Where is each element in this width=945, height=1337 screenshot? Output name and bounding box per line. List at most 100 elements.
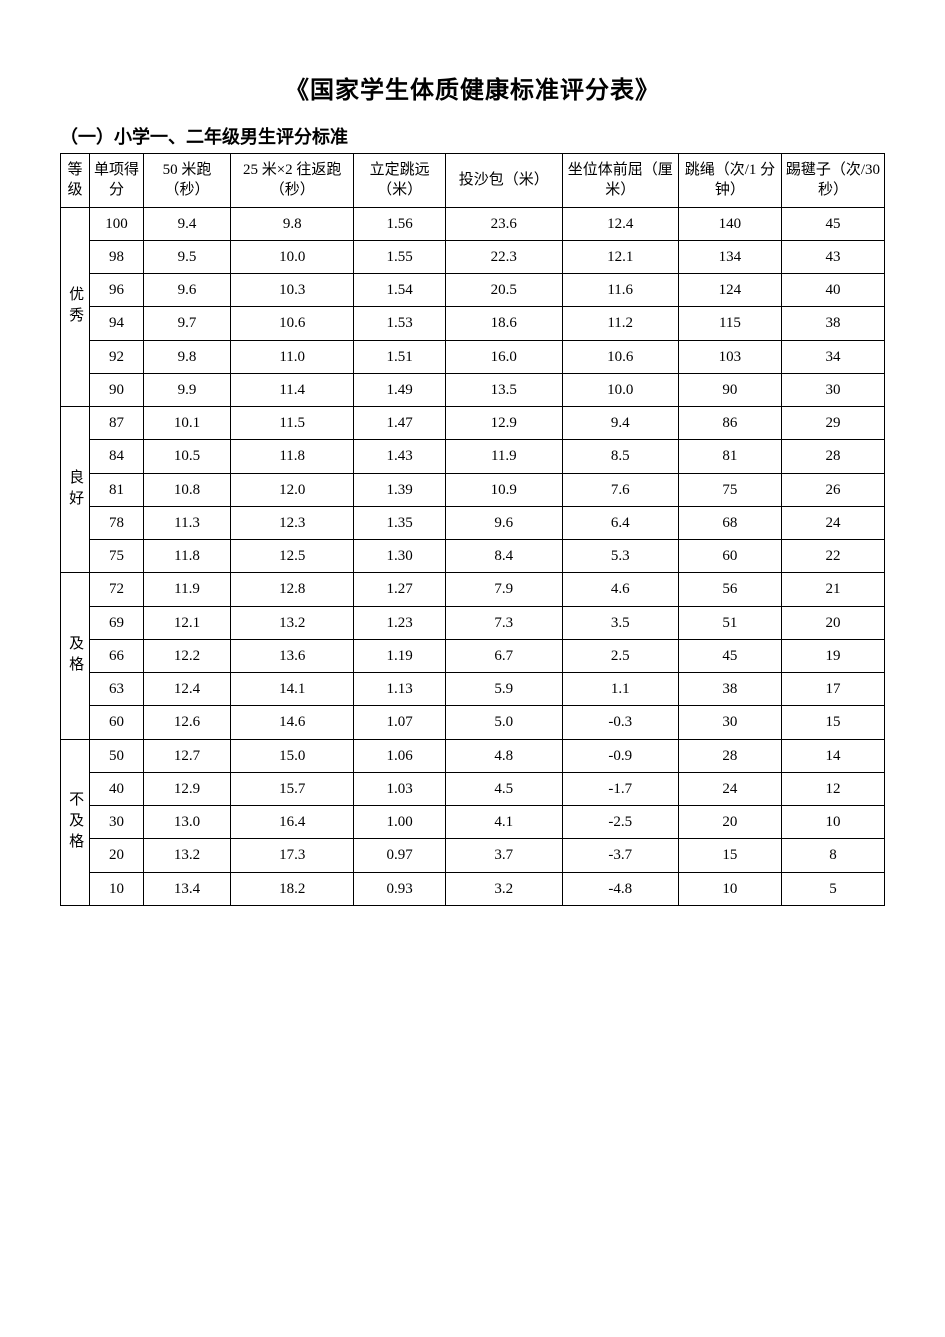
data-cell: 20 xyxy=(90,839,144,872)
col-25mx2-run: 25 米×2 往返跑（秒） xyxy=(231,154,354,208)
data-cell: 19 xyxy=(781,639,884,672)
col-sit-reach: 坐位体前屈（厘米） xyxy=(562,154,678,208)
data-cell: 10.6 xyxy=(562,340,678,373)
data-cell: 7.9 xyxy=(446,573,562,606)
page-title: 《国家学生体质健康标准评分表》 xyxy=(60,70,885,105)
data-cell: 12.2 xyxy=(143,639,230,672)
data-cell: 26 xyxy=(781,473,884,506)
data-cell: 1.06 xyxy=(354,739,446,772)
data-cell: 9.8 xyxy=(143,340,230,373)
data-cell: 34 xyxy=(781,340,884,373)
data-cell: 11.9 xyxy=(143,573,230,606)
data-cell: 2.5 xyxy=(562,639,678,672)
table-row: 929.811.01.5116.010.610334 xyxy=(61,340,885,373)
table-row: 7511.812.51.308.45.36022 xyxy=(61,540,885,573)
data-cell: 13.6 xyxy=(231,639,354,672)
data-cell: 0.97 xyxy=(354,839,446,872)
data-cell: 11.3 xyxy=(143,506,230,539)
data-cell: 92 xyxy=(90,340,144,373)
data-cell: 10.3 xyxy=(231,274,354,307)
data-cell: 10.0 xyxy=(231,240,354,273)
data-cell: 1.30 xyxy=(354,540,446,573)
data-cell: -1.7 xyxy=(562,772,678,805)
data-cell: -4.8 xyxy=(562,872,678,905)
data-cell: 1.35 xyxy=(354,506,446,539)
data-cell: 4.5 xyxy=(446,772,562,805)
data-cell: 10.6 xyxy=(231,307,354,340)
col-grade: 等级 xyxy=(61,154,90,208)
data-cell: 12.3 xyxy=(231,506,354,539)
data-cell: 12.4 xyxy=(143,673,230,706)
data-cell: 17.3 xyxy=(231,839,354,872)
data-cell: 11.5 xyxy=(231,407,354,440)
data-cell: 30 xyxy=(781,373,884,406)
data-cell: 38 xyxy=(781,307,884,340)
data-cell: 50 xyxy=(90,739,144,772)
data-cell: 11.9 xyxy=(446,440,562,473)
data-cell: 72 xyxy=(90,573,144,606)
table-row: 909.911.41.4913.510.09030 xyxy=(61,373,885,406)
data-cell: 134 xyxy=(678,240,781,273)
data-cell: 0.93 xyxy=(354,872,446,905)
data-cell: 12.6 xyxy=(143,706,230,739)
data-cell: 10.1 xyxy=(143,407,230,440)
data-cell: 1.49 xyxy=(354,373,446,406)
table-row: 2013.217.30.973.7-3.7158 xyxy=(61,839,885,872)
table-row: 989.510.01.5522.312.113443 xyxy=(61,240,885,273)
data-cell: 75 xyxy=(678,473,781,506)
data-cell: -3.7 xyxy=(562,839,678,872)
data-cell: 66 xyxy=(90,639,144,672)
table-row: 3013.016.41.004.1-2.52010 xyxy=(61,806,885,839)
grade-cell: 优秀 xyxy=(61,207,90,407)
data-cell: 15 xyxy=(678,839,781,872)
data-cell: 90 xyxy=(90,373,144,406)
data-cell: 4.1 xyxy=(446,806,562,839)
data-cell: 7.6 xyxy=(562,473,678,506)
data-cell: 24 xyxy=(678,772,781,805)
data-cell: 20 xyxy=(781,606,884,639)
data-cell: 1.39 xyxy=(354,473,446,506)
grade-cell: 良好 xyxy=(61,407,90,573)
data-cell: 13.5 xyxy=(446,373,562,406)
data-cell: 18.6 xyxy=(446,307,562,340)
data-cell: 140 xyxy=(678,207,781,240)
data-cell: 10.8 xyxy=(143,473,230,506)
data-cell: 15 xyxy=(781,706,884,739)
data-cell: 12.4 xyxy=(562,207,678,240)
data-cell: 6.7 xyxy=(446,639,562,672)
data-cell: 96 xyxy=(90,274,144,307)
data-cell: 18.2 xyxy=(231,872,354,905)
data-cell: 12 xyxy=(781,772,884,805)
data-cell: 60 xyxy=(90,706,144,739)
data-cell: 5.0 xyxy=(446,706,562,739)
data-cell: 11.0 xyxy=(231,340,354,373)
data-cell: 1.47 xyxy=(354,407,446,440)
scoring-table: 等级 单项得分 50 米跑（秒） 25 米×2 往返跑（秒） 立定跳远（米） 投… xyxy=(60,153,885,906)
data-cell: 75 xyxy=(90,540,144,573)
table-row: 及格7211.912.81.277.94.65621 xyxy=(61,573,885,606)
data-cell: 29 xyxy=(781,407,884,440)
grade-cell: 及格 xyxy=(61,573,90,739)
data-cell: 14 xyxy=(781,739,884,772)
table-row: 6912.113.21.237.33.55120 xyxy=(61,606,885,639)
data-cell: 3.5 xyxy=(562,606,678,639)
col-sandbag-throw: 投沙包（米） xyxy=(446,154,562,208)
data-cell: 17 xyxy=(781,673,884,706)
data-cell: 115 xyxy=(678,307,781,340)
data-cell: 10.5 xyxy=(143,440,230,473)
data-cell: 1.07 xyxy=(354,706,446,739)
data-cell: 8 xyxy=(781,839,884,872)
data-cell: 13.0 xyxy=(143,806,230,839)
data-cell: 38 xyxy=(678,673,781,706)
data-cell: 9.6 xyxy=(446,506,562,539)
data-cell: 13.2 xyxy=(231,606,354,639)
section-subtitle: （一）小学一、二年级男生评分标准 xyxy=(60,123,885,149)
col-jump-rope: 跳绳（次/1 分钟） xyxy=(678,154,781,208)
data-cell: 22.3 xyxy=(446,240,562,273)
table-row: 4012.915.71.034.5-1.72412 xyxy=(61,772,885,805)
data-cell: 1.43 xyxy=(354,440,446,473)
table-row: 8110.812.01.3910.97.67526 xyxy=(61,473,885,506)
data-cell: 87 xyxy=(90,407,144,440)
data-cell: 1.53 xyxy=(354,307,446,340)
data-cell: 20.5 xyxy=(446,274,562,307)
